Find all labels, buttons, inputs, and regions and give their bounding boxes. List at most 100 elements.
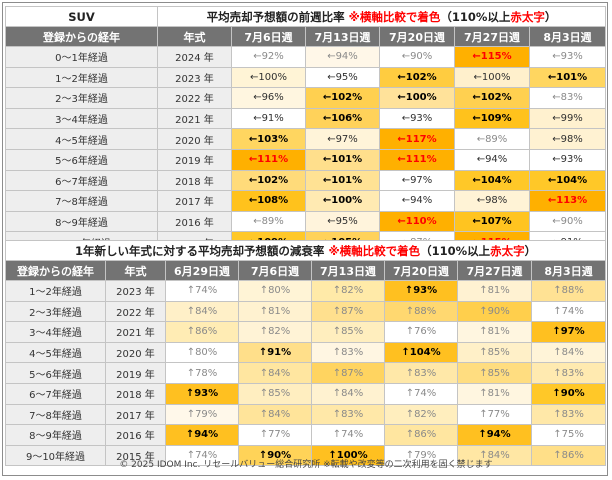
model-year-label: 2022 年 bbox=[157, 87, 232, 109]
ratio-cell: ←106% bbox=[305, 107, 380, 130]
ratio-cell: ←113% bbox=[528, 190, 607, 212]
ratio-cell: ↑94% bbox=[165, 424, 239, 446]
ratio-cell: ↑81% bbox=[457, 382, 532, 405]
ratio-cell: ↑79% bbox=[165, 403, 239, 426]
ratio-cell: ←94% bbox=[305, 46, 380, 68]
model-year-label: 2018 年 bbox=[157, 169, 232, 192]
ratio-cell: ←97% bbox=[379, 169, 455, 192]
model-year-label: 2024 年 bbox=[157, 46, 232, 68]
model-year-label: 2015 年 bbox=[105, 444, 166, 467]
ratio-cell: ↑90% bbox=[530, 382, 607, 405]
age-label: 1～2年経過 bbox=[5, 66, 158, 89]
ratio-cell: ←111% bbox=[379, 148, 455, 171]
model-year-label: 2021 年 bbox=[157, 107, 232, 130]
ratio-cell: ←96% bbox=[231, 87, 306, 109]
ratio-cell: ↑81% bbox=[457, 321, 532, 343]
age-label: 2～3年経過 bbox=[5, 300, 106, 323]
age-label: 6～7年経過 bbox=[5, 169, 158, 192]
ratio-cell: ↑87% bbox=[311, 300, 385, 323]
column-header: 年式 bbox=[105, 260, 166, 281]
age-label: 2～3年経過 bbox=[5, 87, 158, 109]
age-label: 6～7年経過 bbox=[5, 382, 106, 405]
model-year-label: 2021 年 bbox=[105, 321, 166, 343]
model-year-label: 2019 年 bbox=[105, 362, 166, 384]
table-row: 5～6年経過 2019 年 ←111% ←101% ←111% ←94% ←93% bbox=[5, 148, 607, 171]
ratio-cell: ↑84% bbox=[165, 300, 239, 323]
age-label: 8～9年経過 bbox=[5, 424, 106, 446]
ratio-cell: ↑90% bbox=[238, 444, 312, 467]
ratio-cell: ↑86% bbox=[530, 444, 607, 467]
ratio-cell: ↑83% bbox=[384, 362, 458, 384]
ratio-cell: ↑74% bbox=[165, 280, 239, 302]
ratio-cell: ←89% bbox=[454, 128, 530, 150]
table-row: 8～9年経過 2016 年 ←89% ←95% ←110% ←107% ←90% bbox=[5, 210, 607, 233]
ratio-cell: ↑82% bbox=[384, 403, 458, 426]
model-year-label: 2017 年 bbox=[105, 403, 166, 426]
ratio-cell: ↑83% bbox=[311, 341, 385, 364]
copyright-footer: © 2025 IDOM Inc. リセールバリュー総合研究所 ※転載や改変等の二… bbox=[119, 460, 493, 470]
table-row: 6～7年経過 2018 年 ←102% ←101% ←97% ←104% ←104% bbox=[5, 169, 607, 192]
table-row: 3～4年経過 2021 年 ↑86% ↑82% ↑85% ↑76% ↑81% ↑97% bbox=[5, 321, 607, 343]
column-header: 7月20日週 bbox=[379, 26, 455, 47]
ratio-cell: ↑91% bbox=[238, 341, 312, 364]
ratio-cell: ←104% bbox=[528, 169, 607, 192]
ratio-cell: ←107% bbox=[454, 210, 530, 233]
ratio-cell: ←94% bbox=[379, 190, 455, 212]
ratio-cell: ↑87% bbox=[311, 362, 385, 384]
ratio-cell: ←101% bbox=[528, 66, 607, 89]
ratio-cell: ←109% bbox=[454, 107, 530, 130]
yearly-decay-table: 1年新しい年式に対する平均売却予想額の減衰率 ※横軸比較で着色（110%以上赤太… bbox=[4, 240, 607, 467]
ratio-cell: ←104% bbox=[454, 169, 530, 192]
model-year-label: 2016 年 bbox=[157, 210, 232, 233]
model-year-label: 2023 年 bbox=[105, 280, 166, 302]
ratio-cell: ↑79% bbox=[384, 444, 458, 467]
ratio-cell: ←98% bbox=[454, 190, 530, 212]
ratio-cell: ↑100% bbox=[311, 444, 385, 467]
table-row: 0～1年経過 2024 年 ←92% ←94% ←90% ←115% ←93% bbox=[5, 46, 607, 68]
ratio-cell: ↑84% bbox=[311, 382, 385, 405]
model-year-label: 2019 年 bbox=[157, 148, 232, 171]
ratio-cell: ←98% bbox=[528, 128, 607, 150]
table-row: 2～3年経過 2022 年 ←96% ←102% ←100% ←102% ←83% bbox=[5, 87, 607, 109]
table-row: 9～10年経過 2015 年 ↑74% ↑90% ↑100% ↑79% ↑84% ↑86% bbox=[5, 444, 607, 467]
yearly-decay-title-row: 1年新しい年式に対する平均売却予想額の減衰率 ※横軸比較で着色（110%以上赤太… bbox=[4, 240, 607, 261]
table-row: 5～6年経過 2019 年 ↑78% ↑84% ↑87% ↑83% ↑85% ↑83% bbox=[5, 362, 607, 384]
ratio-cell: ↑83% bbox=[530, 362, 607, 384]
ratio-cell: ←100% bbox=[231, 66, 306, 89]
ratio-cell: ↑85% bbox=[457, 341, 532, 364]
weekly-ratio-title-row: SUV 平均売却予想額の前週比率 ※横軸比較で着色（110%以上赤太字） bbox=[5, 6, 607, 27]
ratio-cell: ←100% bbox=[305, 190, 380, 212]
table-row: 4～5年経過 2020 年 ↑80% ↑91% ↑83% ↑104% ↑85% ↑84% bbox=[5, 341, 607, 364]
ratio-cell: ←90% bbox=[379, 46, 455, 68]
ratio-cell: ↑74% bbox=[384, 382, 458, 405]
weekly-ratio-table: SUV 平均売却予想額の前週比率 ※横軸比較で着色（110%以上赤太字） 登録か… bbox=[5, 6, 607, 253]
model-year-label: 2023 年 bbox=[157, 66, 232, 89]
ratio-cell: ←95% bbox=[305, 66, 380, 89]
model-year-label: 2018 年 bbox=[105, 382, 166, 405]
ratio-cell: ←100% bbox=[454, 66, 530, 89]
weekly-ratio-header-row: 登録からの経年 年式 7月6日週 7月13日週 7月20日週 7月27日週 8月3日週 bbox=[5, 26, 607, 47]
ratio-cell: ←101% bbox=[305, 148, 380, 171]
age-label: 7～8年経過 bbox=[5, 190, 158, 212]
ratio-cell: ←102% bbox=[305, 87, 380, 109]
ratio-cell: ↑94% bbox=[457, 424, 532, 446]
ratio-cell: ←91% bbox=[231, 107, 306, 130]
column-header: 7月27日週 bbox=[454, 26, 530, 47]
ratio-cell: ↑85% bbox=[238, 382, 312, 405]
ratio-cell: ↑84% bbox=[238, 362, 312, 384]
ratio-cell: ↑90% bbox=[457, 300, 532, 323]
ratio-cell: ↑86% bbox=[165, 321, 239, 343]
ratio-cell: ←93% bbox=[528, 148, 607, 171]
age-label: 9～10年経過 bbox=[5, 444, 106, 467]
table-row: 4～5年経過 2020 年 ←103% ←97% ←117% ←89% ←98% bbox=[5, 128, 607, 150]
ratio-cell: ↑82% bbox=[238, 321, 312, 343]
ratio-cell: ↑93% bbox=[165, 382, 239, 405]
ratio-cell: ←103% bbox=[231, 128, 306, 150]
age-label: 0～1年経過 bbox=[5, 46, 158, 68]
ratio-cell: ←102% bbox=[379, 66, 455, 89]
age-label: 1～2年経過 bbox=[5, 280, 106, 302]
ratio-cell: ↑74% bbox=[165, 444, 239, 467]
ratio-cell: ←90% bbox=[528, 210, 607, 233]
ratio-cell: ↑74% bbox=[311, 424, 385, 446]
ratio-cell: ↑85% bbox=[457, 362, 532, 384]
